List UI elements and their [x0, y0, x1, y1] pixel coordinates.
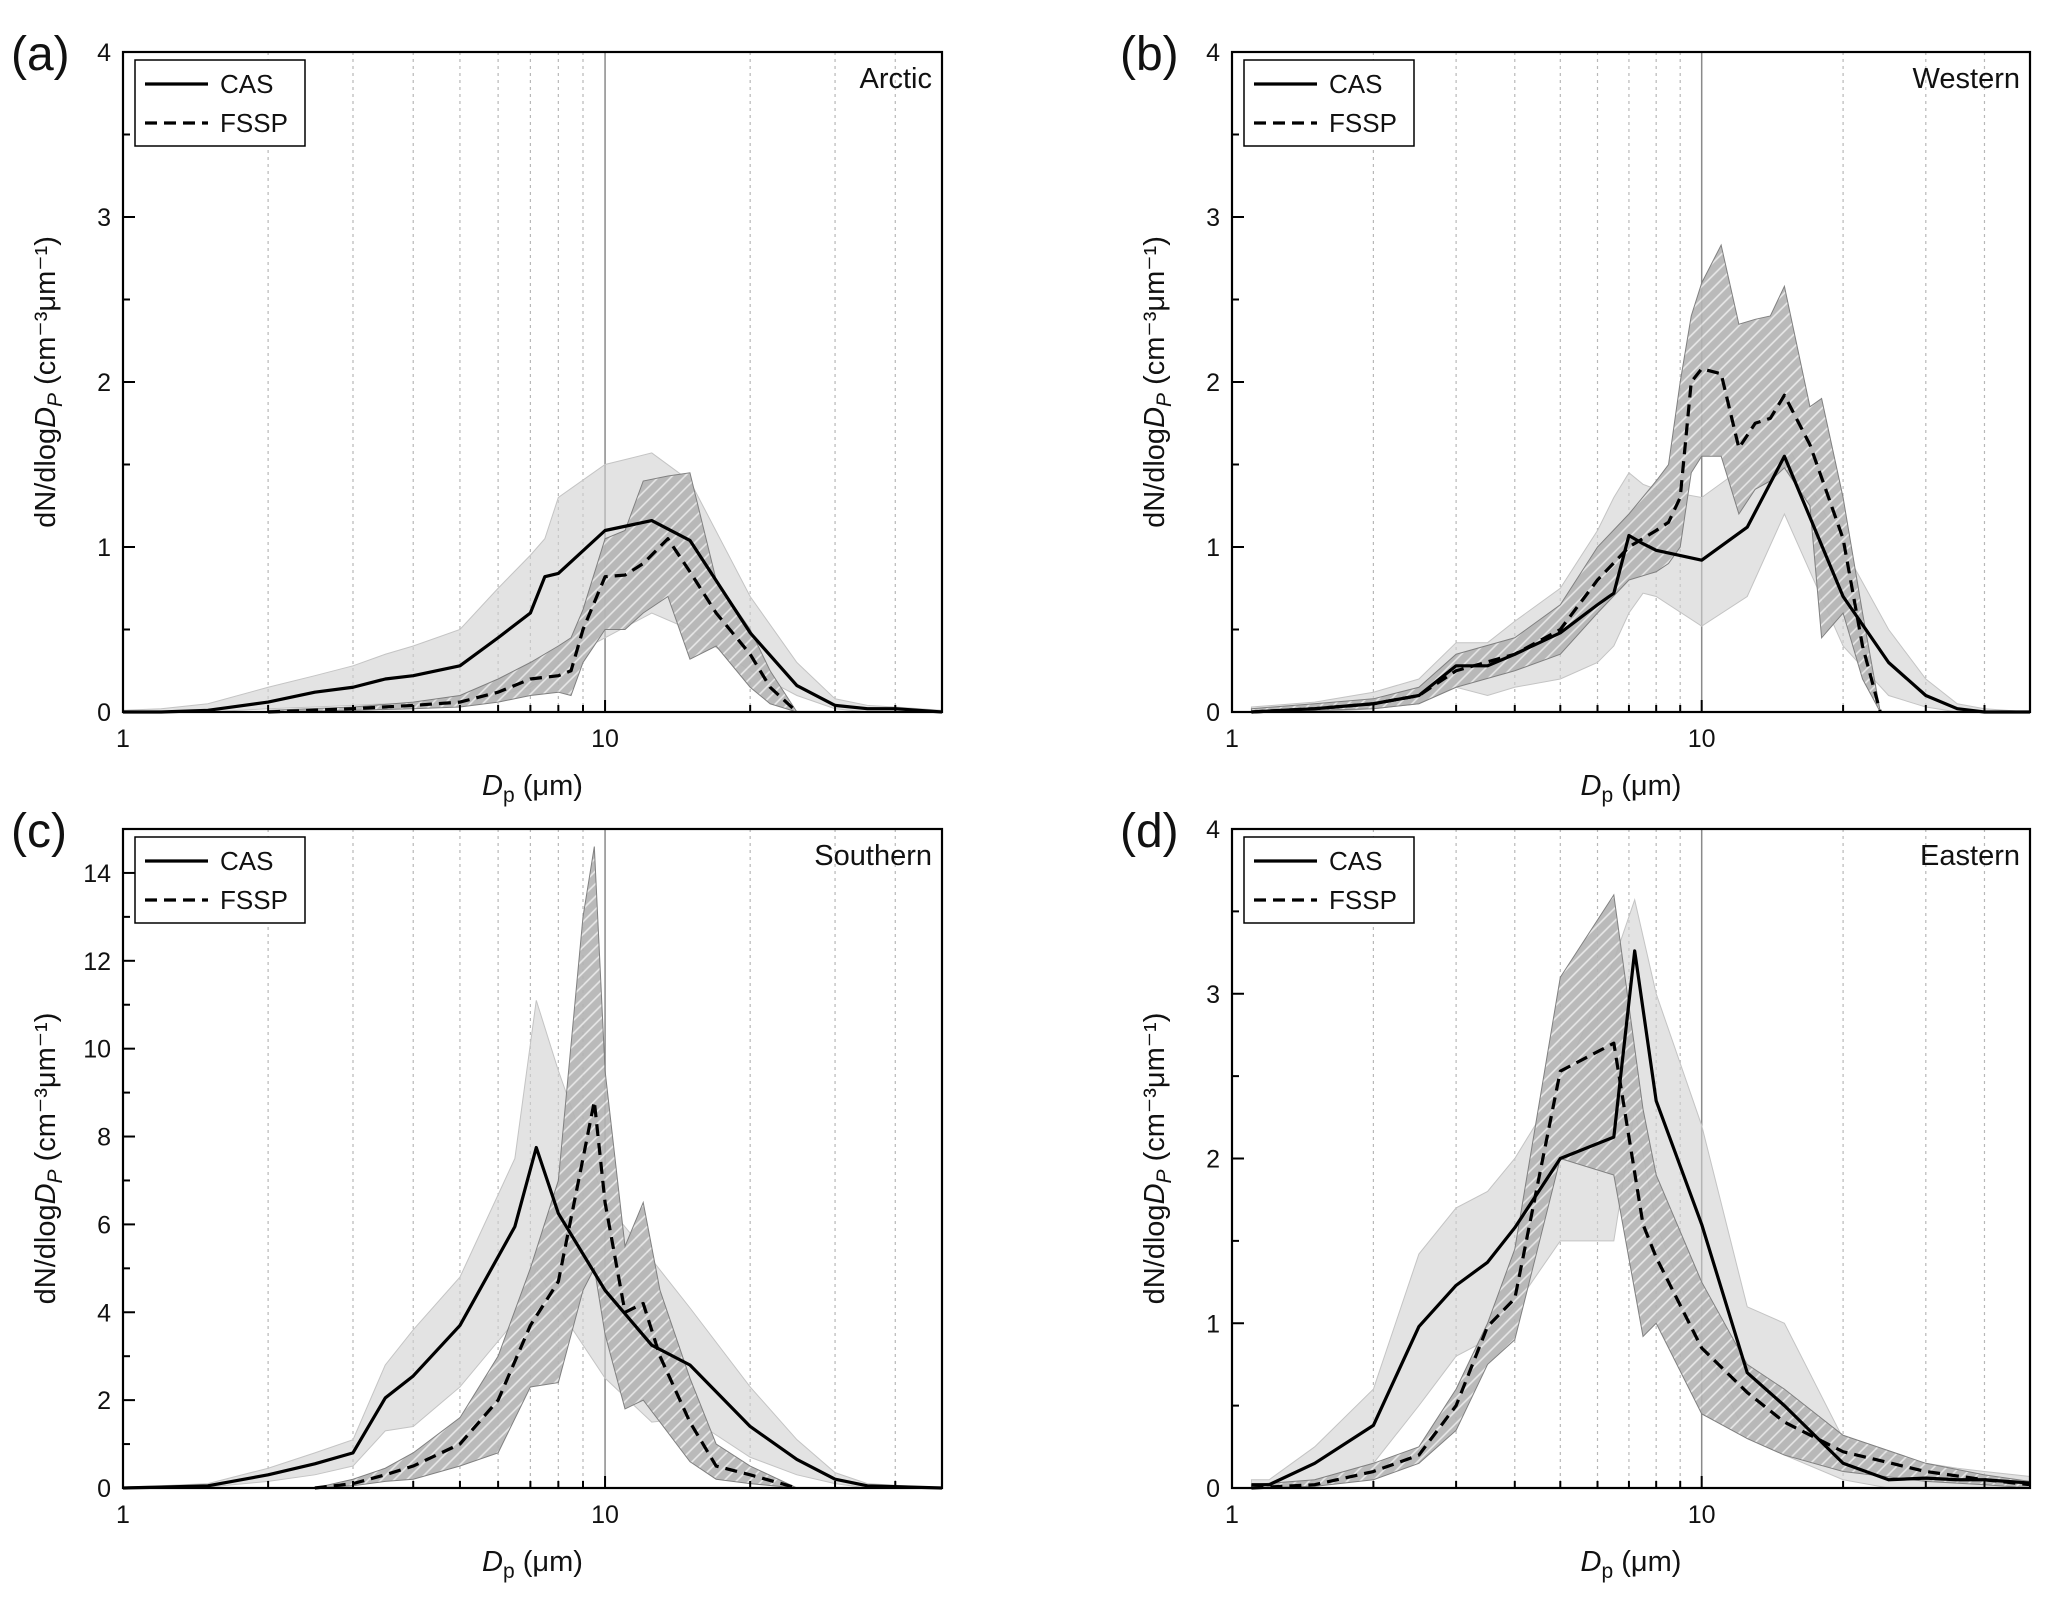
y-tick-label: 4 — [97, 1299, 111, 1327]
y-tick-label: 0 — [97, 699, 111, 727]
y-tick-label: 2 — [1206, 1146, 1220, 1174]
legend: CAS FSSP — [1243, 836, 1415, 924]
y-tick-label: 3 — [97, 204, 111, 232]
plot-frame — [121, 827, 944, 1490]
legend: CAS FSSP — [134, 59, 306, 147]
cas-line — [1251, 949, 2031, 1487]
fssp-line — [314, 1099, 798, 1490]
cas-line — [1251, 454, 2030, 714]
x-axis-label: Dp (μm) — [1581, 1546, 1682, 1583]
x-tick-label: 10 — [591, 1501, 619, 1529]
y-tick-label: 14 — [83, 860, 111, 888]
fssp-band — [267, 472, 799, 713]
legend-fssp-label: FSSP — [1329, 108, 1397, 138]
y-tick-label: 0 — [97, 1475, 111, 1503]
y-tick-label: 2 — [1206, 369, 1220, 397]
y-tick-label: 4 — [1206, 39, 1220, 67]
x-axis-label: Dp (μm) — [482, 1546, 583, 1583]
x-axis-label: Dp (μm) — [482, 770, 583, 807]
y-axis-label: dN/dlogDP (cm⁻³μm⁻¹) — [1139, 236, 1176, 528]
y-tick-label: 3 — [1206, 204, 1220, 232]
x-tick-label: 10 — [1688, 725, 1716, 753]
legend: CAS FSSP — [134, 836, 306, 924]
x-tick-label: 1 — [116, 725, 130, 753]
cas-line — [123, 518, 943, 714]
region-label: Arctic — [860, 63, 933, 95]
panel-label: (b) — [1120, 28, 1179, 81]
fssp-band — [1250, 243, 1881, 713]
legend-box — [134, 836, 306, 924]
legend-cas-label: CAS — [1329, 846, 1382, 876]
x-tick-label: 10 — [591, 725, 619, 753]
legend-cas-label: CAS — [1329, 69, 1382, 99]
x-tick-label: 1 — [1225, 1501, 1239, 1529]
y-tick-label: 1 — [1206, 534, 1220, 562]
y-tick-label: 0 — [1206, 699, 1220, 727]
region-label: Eastern — [1920, 840, 2020, 872]
x-tick-label: 1 — [116, 1501, 130, 1529]
legend-box — [1243, 836, 1415, 924]
y-axis-label: dN/dlogDP (cm⁻³μm⁻¹) — [1139, 1013, 1176, 1305]
legend-cas-label: CAS — [220, 69, 273, 99]
legend-fssp-label: FSSP — [1329, 885, 1397, 915]
y-tick-label: 1 — [97, 534, 111, 562]
y-tick-label: 12 — [83, 948, 111, 976]
panel-label: (a) — [11, 28, 70, 81]
y-axis-label: dN/dlogDP (cm⁻³μm⁻¹) — [30, 1013, 67, 1305]
y-tick-label: 0 — [1206, 1475, 1220, 1503]
x-tick-label: 10 — [1688, 1501, 1716, 1529]
y-tick-label: 3 — [1206, 981, 1220, 1009]
y-tick-label: 4 — [1206, 816, 1220, 844]
y-tick-label: 10 — [83, 1036, 111, 1064]
legend: CAS FSSP — [1243, 59, 1415, 147]
y-tick-label: 1 — [1206, 1310, 1220, 1338]
plot-frame — [1230, 50, 2032, 714]
y-tick-label: 2 — [97, 1387, 111, 1415]
legend-box — [134, 59, 306, 147]
region-label: Southern — [814, 840, 932, 872]
x-tick-label: 1 — [1225, 725, 1239, 753]
y-tick-label: 2 — [97, 369, 111, 397]
fssp-line — [1251, 1041, 2031, 1490]
panel-label: (c) — [11, 805, 67, 858]
cas-line — [122, 1145, 943, 1490]
panel-label: (d) — [1120, 805, 1179, 858]
y-tick-label: 6 — [97, 1211, 111, 1239]
cas-band — [122, 1000, 943, 1489]
legend-box — [1243, 59, 1415, 147]
y-tick-label: 4 — [97, 39, 111, 67]
legend-fssp-label: FSSP — [220, 108, 288, 138]
y-axis-label: dN/dlogDP (cm⁻³μm⁻¹) — [30, 236, 67, 528]
legend-fssp-label: FSSP — [220, 885, 288, 915]
panel-c: 1 10 0 2 4 6 8 10 12 14 Dp (μm) dN/dlogDP (cm⁻³μm⁻¹… — [11, 805, 944, 1583]
legend-cas-label: CAS — [220, 846, 273, 876]
x-axis-label: Dp (μm) — [1581, 770, 1682, 807]
region-label: Western — [1913, 63, 2020, 95]
y-tick-label: 8 — [97, 1124, 111, 1152]
